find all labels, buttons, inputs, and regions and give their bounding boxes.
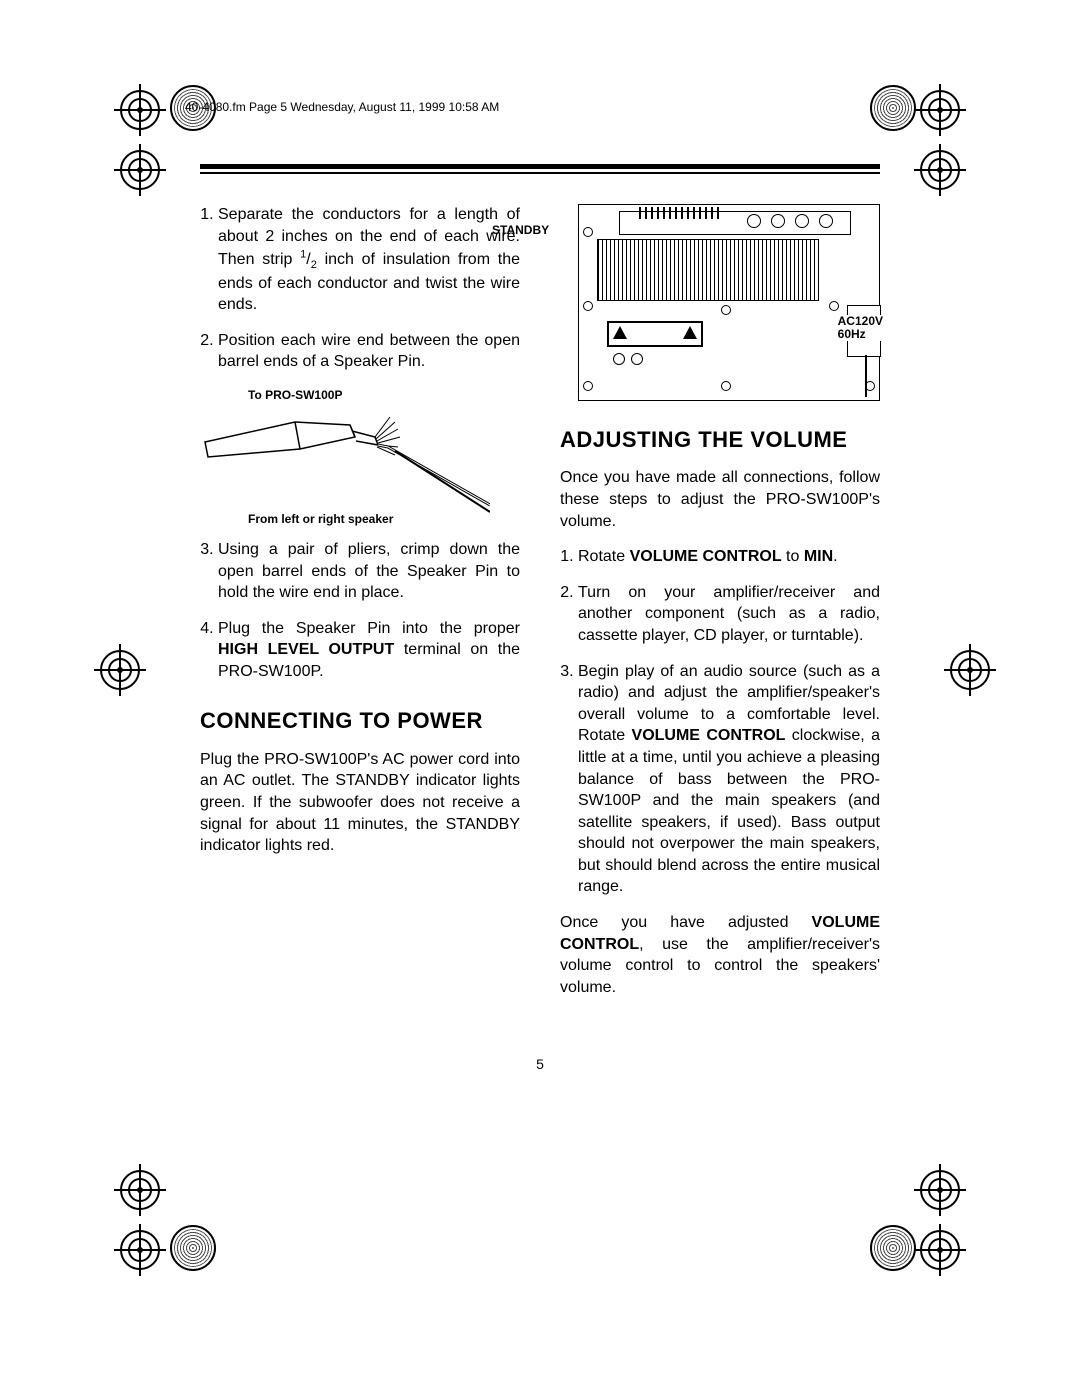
page-number: 5 [200, 1056, 880, 1072]
screw-icon [721, 305, 731, 315]
color-target-icon [870, 1225, 916, 1271]
standby-led-icon [583, 227, 593, 237]
paragraph-vol-outro: Once you have adjusted VOLUME CONTROL, u… [560, 912, 880, 998]
screw-icon [721, 381, 731, 391]
vs1-mid: to [782, 548, 804, 565]
running-header: 40-4080.fm Page 5 Wednesday, August 11, … [185, 100, 880, 114]
paragraph-vol-intro: Once you have made all connections, foll… [560, 467, 880, 532]
registration-mark-icon [120, 90, 160, 130]
heading-connecting-power: CONNECTING TO POWER [200, 708, 520, 734]
registration-mark-icon [920, 1170, 960, 1210]
top-rule [200, 164, 880, 174]
screw-icon [829, 301, 839, 311]
vs1-b2: MIN [804, 548, 833, 565]
vol-step-1: Rotate VOLUME CONTROL to MIN. [578, 546, 880, 568]
amp-warning-label [607, 321, 703, 347]
color-target-icon [170, 1225, 216, 1271]
step-3: Using a pair of pliers, crimp down the o… [218, 539, 520, 604]
vs1-pre: Rotate [578, 548, 630, 565]
amp-knob-4 [819, 214, 833, 228]
step-1-text: Separate the conductors for a length of … [218, 206, 520, 313]
vs3-b: VOLUME CONTROL [632, 727, 786, 744]
amp-knob-3 [795, 214, 809, 228]
registration-mark-icon [120, 150, 160, 190]
heading-adjusting-volume: ADJUSTING THE VOLUME [560, 427, 880, 453]
registration-mark-icon [120, 1170, 160, 1210]
color-target-icon [170, 85, 216, 131]
screw-icon [583, 301, 593, 311]
screw-icon [583, 381, 593, 391]
cert-mark-icon [631, 353, 643, 365]
amp-heatsink [597, 239, 819, 301]
figure-speaker-pin: To PRO-SW100P [200, 387, 490, 527]
fig1-label-top: To PRO-SW100P [248, 387, 342, 403]
page-content: 40-4080.fm Page 5 Wednesday, August 11, … [200, 100, 880, 1012]
registration-mark-icon [100, 650, 140, 690]
registration-mark-icon [920, 1230, 960, 1270]
vol-step-3: Begin play of an audio source (such as a… [578, 661, 880, 899]
amp-label-standby: STANDBY [492, 222, 549, 238]
amp-knob-1 [747, 214, 761, 228]
amp-knob-2 [771, 214, 785, 228]
speaker-pin-illustration [200, 387, 490, 527]
step-4-bold: HIGH LEVEL OUTPUT [218, 641, 394, 658]
registration-mark-icon [950, 650, 990, 690]
step-2: Position each wire end between the open … [218, 330, 520, 373]
registration-mark-icon [920, 90, 960, 130]
volume-steps: Rotate VOLUME CONTROL to MIN. Turn on yo… [560, 546, 880, 898]
fig1-label-bottom: From left or right speaker [248, 511, 393, 527]
color-target-icon [870, 85, 916, 131]
registration-mark-icon [120, 1230, 160, 1270]
figure-amp-panel: AC120V 60Hz [578, 204, 880, 401]
amp-terminals [639, 207, 719, 219]
step-4: Plug the Speaker Pin into the proper HIG… [218, 618, 520, 683]
step-4-pre: Plug the Speaker Pin into the proper [218, 620, 520, 637]
left-column: Separate the conductors for a length of … [200, 204, 520, 1012]
paragraph-power: Plug the PRO-SW100P's AC power cord into… [200, 749, 520, 857]
right-column: STANDBY [560, 204, 880, 1012]
step-1: Separate the conductors for a length of … [218, 204, 520, 316]
two-columns: Separate the conductors for a length of … [200, 204, 880, 1012]
amp-label-ac: AC120V 60Hz [838, 315, 883, 341]
vs1-b1: VOLUME CONTROL [630, 548, 782, 565]
vs3-post: clockwise, a little at a time, until you… [578, 727, 880, 895]
amp-power-cord [865, 355, 867, 397]
steps-list-a: Separate the conductors for a length of … [200, 204, 520, 373]
ul-mark-icon [613, 353, 625, 365]
steps-list-b: Using a pair of pliers, crimp down the o… [200, 539, 520, 683]
vs1-post: . [833, 548, 837, 565]
registration-mark-icon [920, 150, 960, 190]
vol-step-2: Turn on your amplifier/receiver and anot… [578, 582, 880, 647]
outro-pre: Once you have adjusted [560, 914, 812, 931]
